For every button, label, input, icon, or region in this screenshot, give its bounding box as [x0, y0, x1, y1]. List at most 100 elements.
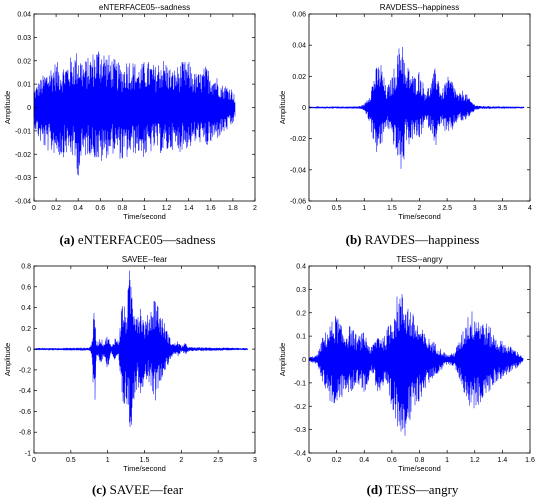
x-tick-label: 1.2: [162, 205, 172, 212]
x-tick-label: 1.4: [184, 205, 194, 212]
waveform-series: [33, 51, 236, 176]
x-tick-label: 0.8: [415, 457, 425, 464]
x-tick-label: 0.6: [95, 205, 105, 212]
x-tick-label: 3: [473, 205, 477, 212]
y-tick-label: -0.03: [15, 175, 31, 182]
y-tick-label: -0.1: [294, 380, 306, 387]
chart-title: RAVDESS--happiness: [380, 3, 459, 12]
y-tick-label: 0.06: [292, 12, 306, 19]
caption-d: (d) TESS—angry: [275, 482, 550, 498]
caption-b: (b) RAVDES—happiness: [275, 232, 550, 248]
x-tick-label: 0: [307, 457, 311, 464]
caption-text: TESS—angry: [385, 482, 459, 497]
waveform-series: [308, 294, 524, 436]
x-tick-label: 0.2: [332, 457, 342, 464]
panel-c-fear: SAVEE--fear Amplitude Time/second 0 0.5 1 1…: [3, 255, 257, 473]
x-tick-label: 2.5: [213, 457, 223, 464]
x-tick-label: 1: [445, 457, 449, 464]
caption-text: eNTERFACE05—sadness: [77, 232, 216, 247]
x-tick-label: 1.4: [498, 457, 508, 464]
y-axis-label: Amplitude: [3, 91, 12, 124]
y-tick-label: -0.06: [290, 199, 306, 206]
y-tick-label: 0.8: [21, 264, 31, 271]
y-tick-label: 0.03: [17, 35, 31, 42]
x-axis-label: Time/second: [123, 212, 166, 221]
y-tick-label: 0.6: [21, 284, 31, 291]
x-tick-label: 3.5: [498, 205, 508, 212]
x-tick-label: 0: [32, 205, 36, 212]
caption-a: (a) eNTERFACE05—sadness: [0, 232, 275, 248]
y-tick-label: -0.4: [19, 388, 31, 395]
x-tick-label: 0.5: [66, 457, 76, 464]
y-tick-label: -0.02: [15, 152, 31, 159]
x-tick-label: 0.8: [118, 205, 128, 212]
y-tick-label: 0.3: [296, 287, 306, 294]
chart-title: eNTERFACE05--sadness: [99, 3, 190, 12]
plot-area: 0 0.5 1 1.5 2 2.5 3 0.8 0.6 0.4 0.2 0 -0.2 -0.4 -0.6 -0…: [19, 264, 257, 465]
x-tick-label: 0: [32, 457, 36, 464]
panel-d-angry: TESS--angry Amplitude Time/second 0 0.2 0.…: [278, 255, 535, 473]
x-tick-label: 0.4: [359, 457, 369, 464]
y-tick-label: -0.04: [15, 199, 31, 206]
caption-label: (a): [59, 232, 75, 247]
y-axis-label: Amplitude: [278, 343, 287, 376]
y-tick-label: 0: [302, 357, 306, 364]
y-tick-label: 0: [27, 105, 31, 112]
waveform-series: [308, 47, 525, 169]
y-tick-label: 0.01: [17, 82, 31, 89]
y-tick-label: -0.6: [19, 409, 31, 416]
y-tick-label: -0.8: [19, 430, 31, 437]
y-tick-label: 0.02: [17, 58, 31, 65]
x-tick-label: 2: [418, 205, 422, 212]
y-tick-label: -0.02: [290, 136, 306, 143]
x-tick-label: 0.6: [387, 457, 397, 464]
plot-area: 0 0.2 0.4 0.6 0.8 1 1.2 1.4 1.6 0.4 0.3 0.2 0.1 0 -0.1…: [294, 264, 535, 465]
x-tick-label: 1.6: [525, 457, 535, 464]
y-tick-label: 0.4: [296, 264, 306, 271]
chart-title: SAVEE--fear: [122, 255, 168, 264]
x-tick-label: 1.8: [228, 205, 238, 212]
panel-b-happiness: RAVDESS--happiness Amplitude Time/second…: [278, 3, 532, 221]
y-tick-label: 0: [302, 105, 306, 112]
y-tick-label: -0.2: [294, 404, 306, 411]
y-tick-label: 0.4: [21, 305, 31, 312]
y-tick-label: -0.04: [290, 167, 306, 174]
y-tick-label: 0: [27, 347, 31, 354]
x-tick-label: 1.5: [387, 205, 397, 212]
caption-label: (d): [366, 482, 383, 497]
x-tick-label: 1: [143, 205, 147, 212]
caption-c: (c) SAVEE—fear: [0, 482, 275, 498]
x-axis-label: Time/second: [123, 464, 166, 473]
panel-a-sadness: eNTERFACE05--sadness Amplitude Time/seco…: [3, 3, 257, 221]
plot-area: 0 0.2 0.4 0.6 0.8 1 1.2 1.4 1.6 1.8 2 0.04 0.03 0.02 0…: [15, 12, 257, 213]
y-tick-label: 0.02: [292, 74, 306, 81]
x-tick-label: 0.5: [332, 205, 342, 212]
x-tick-label: 3: [253, 457, 257, 464]
x-tick-label: 1.2: [470, 457, 480, 464]
x-tick-label: 0: [307, 205, 311, 212]
y-tick-label: 0.2: [296, 310, 306, 317]
y-tick-label: -0.4: [294, 451, 306, 458]
x-tick-label: 1: [362, 205, 366, 212]
x-tick-label: 2: [253, 205, 257, 212]
plot-area: 0 0.5 1 1.5 2 2.5 3 3.5 4 0.06 0.04 0.02 0 -0.02 -0.04…: [290, 12, 532, 213]
x-tick-label: 4: [528, 205, 532, 212]
caption-text: RAVDES—happiness: [364, 232, 480, 247]
y-tick-label: 0.04: [17, 12, 31, 19]
chart-title: TESS--angry: [396, 255, 442, 264]
y-tick-label: -0.01: [15, 128, 31, 135]
x-tick-label: 2.5: [442, 205, 452, 212]
x-axis-label: Time/second: [398, 464, 441, 473]
x-tick-label: 0.2: [51, 205, 61, 212]
waveform-series: [33, 270, 248, 427]
y-axis-label: Amplitude: [3, 343, 12, 376]
caption-label: (b): [345, 232, 362, 247]
x-tick-label: 1.5: [140, 457, 150, 464]
y-tick-label: 0.1: [296, 334, 306, 341]
x-axis-label: Time/second: [398, 212, 441, 221]
x-tick-label: 1.6: [206, 205, 216, 212]
caption-label: (c): [91, 482, 107, 497]
x-tick-label: 0.4: [73, 205, 83, 212]
y-tick-label: -1: [25, 451, 31, 458]
